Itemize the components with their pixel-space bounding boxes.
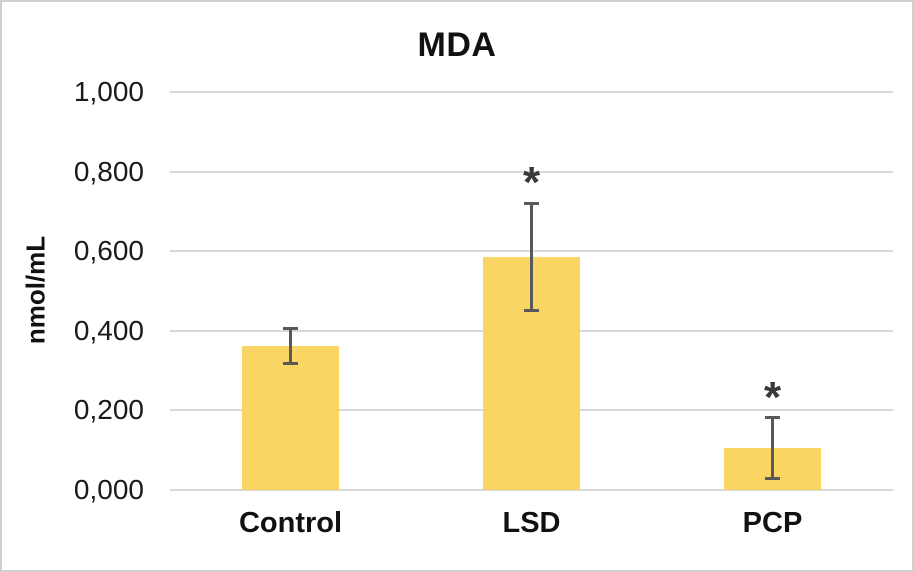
error-bar-pcp (771, 417, 774, 479)
error-cap-bottom-pcp (765, 477, 780, 481)
y-tick-label: 0,000 (73, 474, 144, 505)
error-bar-lsd (530, 203, 533, 311)
x-axis-label-control: Control (238, 507, 343, 539)
y-tick-label: 0,400 (73, 314, 144, 346)
error-cap-bottom-control (283, 362, 298, 366)
error-cap-top-lsd (524, 201, 539, 205)
y-tick-label: 0,800 (73, 155, 144, 187)
x-axis-label-pcp: PCP (742, 507, 803, 539)
y-tick-label: 0,600 (73, 235, 144, 267)
gridline (170, 170, 893, 173)
y-axis-title: nmol/mL (20, 235, 51, 345)
error-cap-top-pcp (765, 416, 780, 420)
y-tick-label: 1,000 (73, 76, 144, 107)
x-axis-label-lsd: LSD (502, 507, 561, 539)
significance-asterisk-lsd: * (522, 158, 541, 208)
bar-control (242, 345, 339, 490)
error-cap-top-control (283, 326, 298, 330)
significance-asterisk-pcp: * (763, 372, 782, 422)
y-tick-label: 0,200 (73, 394, 144, 426)
error-bar-control (289, 328, 292, 364)
chart-title: MDA (417, 26, 497, 64)
error-cap-bottom-lsd (524, 309, 539, 313)
gridline (170, 489, 893, 491)
gridline (170, 91, 893, 93)
